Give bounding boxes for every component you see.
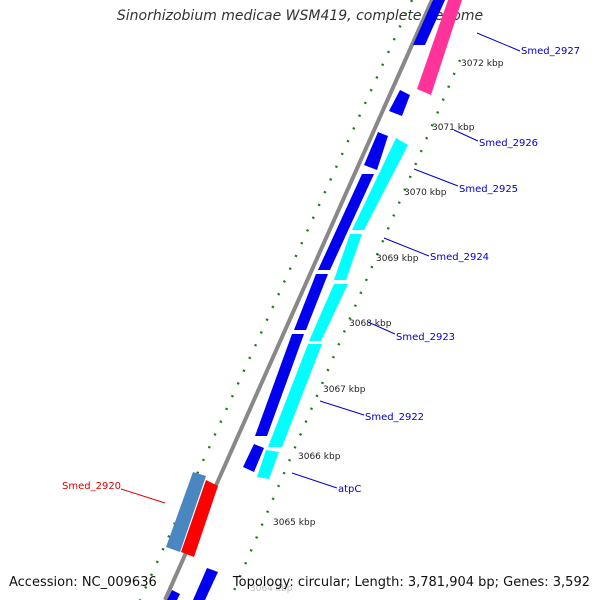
gene-smed-2927-shape[interactable] (417, 0, 462, 95)
tick-label: 3066 kbp (298, 452, 341, 462)
cds-forward-3[interactable] (364, 132, 388, 170)
gene-label-smed-2923[interactable]: Smed_2923 (396, 332, 455, 343)
leader-line (453, 129, 479, 142)
gene-smed-2925-shape[interactable] (352, 138, 408, 230)
cds-forward-9[interactable] (167, 590, 180, 600)
tick-label: 3064 kbp (250, 584, 293, 594)
cds-forward-6[interactable] (255, 334, 304, 436)
gene-smed-2922-shape[interactable] (268, 344, 322, 447)
cds-forward-2[interactable] (389, 90, 410, 116)
gene-smed-2920-shape[interactable] (181, 480, 218, 557)
accession-label: Accession: NC_009636 (9, 575, 157, 590)
tick-label: 3072 kbp (461, 59, 504, 69)
gene-smed-2923-shape[interactable] (309, 284, 348, 341)
leader-line (383, 237, 430, 257)
map-title: Sinorhizobium medicae WSM419, complete g… (116, 8, 484, 24)
gene-label-smed-2924[interactable]: Smed_2924 (430, 252, 489, 263)
tick-label: 3069 kbp (376, 254, 419, 264)
reverse-cds-track (257, 0, 462, 479)
gene-smed-2924-shape[interactable] (334, 234, 362, 280)
leader-line (319, 400, 365, 416)
gene-label-smed-2927[interactable]: Smed_2927 (521, 46, 580, 57)
leader-line-highlight (120, 488, 166, 504)
tick-label: 3071 kbp (432, 123, 475, 133)
tick-label: 3070 kbp (404, 188, 447, 198)
leader-line (291, 472, 338, 489)
gene-label-atpc[interactable]: atpC (338, 484, 361, 495)
gene-atpc-shape[interactable] (257, 450, 279, 479)
cds-forward-1[interactable] (413, 0, 445, 45)
gene-labels: Smed_2927 Smed_2926 Smed_2925 Smed_2924 … (62, 32, 580, 504)
gene-label-smed-2925[interactable]: Smed_2925 (459, 184, 518, 195)
cds-forward-5[interactable] (294, 274, 328, 330)
gene-label-smed-2926[interactable]: Smed_2926 (479, 138, 538, 149)
related-gene-shape[interactable] (166, 472, 206, 552)
cds-forward-7[interactable] (243, 444, 264, 472)
leader-line (476, 32, 521, 52)
cds-forward-4[interactable] (318, 174, 374, 270)
leader-line (413, 168, 459, 187)
tick-label: 3068 kbp (349, 319, 392, 329)
tick-label: 3065 kbp (273, 518, 316, 528)
genome-summary: Topology: circular; Length: 3,781,904 bp… (232, 575, 590, 590)
gene-label-smed-2920[interactable]: Smed_2920 (62, 481, 121, 492)
gc-track-inner (228, 59, 462, 600)
gene-label-smed-2922[interactable]: Smed_2922 (365, 412, 424, 423)
forward-cds-track (167, 0, 445, 600)
cds-forward-8[interactable] (193, 568, 218, 600)
kbp-axis: 3072 kbp 3071 kbp 3070 kbp 3069 kbp 3068… (250, 59, 504, 594)
tick-label: 3067 kbp (323, 385, 366, 395)
leader-line (367, 321, 396, 335)
